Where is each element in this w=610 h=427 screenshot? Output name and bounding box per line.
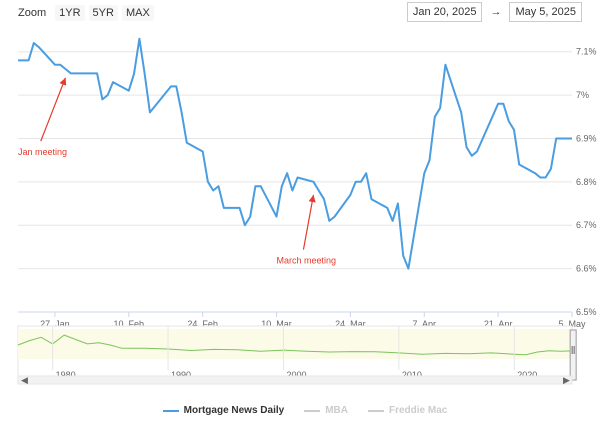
legend-swatch bbox=[304, 409, 321, 412]
zoom-bar: Zoom 1YR 5YR MAX bbox=[18, 4, 158, 22]
annotation-arrow bbox=[40, 77, 67, 142]
annotation-arrow bbox=[302, 194, 316, 250]
navigator-tick-label: 1990 bbox=[171, 370, 191, 380]
series-layer bbox=[18, 37, 572, 270]
navigator-tick-label: 1980 bbox=[56, 370, 76, 380]
x-tick-label: 5. May bbox=[558, 319, 586, 329]
zoom-label: Zoom bbox=[18, 7, 47, 19]
navigator-tick-label: 2020 bbox=[517, 370, 537, 380]
legend-label: MBA bbox=[325, 405, 348, 416]
x-tick-label: 10. Feb bbox=[114, 319, 145, 329]
x-tick-label: 24. Feb bbox=[187, 319, 218, 329]
annotation-label: Jan meeting bbox=[18, 147, 67, 157]
annotations: Jan meeting March meeting bbox=[18, 77, 337, 266]
zoom-max-button[interactable]: MAX bbox=[121, 5, 154, 21]
date-range-arrow: → bbox=[490, 6, 502, 18]
scrollbar-right-arrow: ▶ bbox=[563, 375, 570, 385]
y-tick-label: 6.6% bbox=[576, 264, 597, 274]
zoom-1yr-button[interactable]: 1YR bbox=[55, 5, 85, 21]
x-tick-label: 27. Jan bbox=[40, 319, 70, 329]
zoom-5yr-button[interactable]: 5YR bbox=[88, 5, 118, 21]
legend-item-freddie-mac[interactable]: Freddie Mac bbox=[368, 405, 447, 416]
y-tick-label: 6.5% bbox=[576, 307, 597, 317]
legend-label: Freddie Mac bbox=[389, 405, 448, 416]
to-date-input[interactable]: May 5, 2025 bbox=[509, 2, 582, 22]
y-tick-label: 7.1% bbox=[576, 47, 597, 57]
x-axis: 27. Jan 10. Feb 24. Feb 10. Mar 24. Mar 7. Ap… bbox=[18, 311, 586, 329]
legend-item-mortgage-news-daily[interactable]: Mortgage News Daily bbox=[162, 405, 285, 416]
navigator-tick-label: 2010 bbox=[402, 370, 422, 380]
y-tick-label: 6.9% bbox=[576, 133, 597, 143]
x-tick-label: 21. Apr bbox=[484, 319, 513, 329]
legend-label: Mortgage News Daily bbox=[183, 405, 285, 416]
date-range: Jan 20, 2025 → May 5, 2025 bbox=[406, 2, 582, 22]
scrollbar-left-arrow: ◀ bbox=[21, 375, 28, 385]
legend-item-mba[interactable]: MBA bbox=[304, 405, 348, 416]
x-tick-label: 24. Mar bbox=[335, 319, 366, 329]
legend-swatch bbox=[368, 409, 384, 412]
navigator-tick-label: 2000 bbox=[286, 370, 306, 380]
x-tick-label: 10. Mar bbox=[261, 319, 292, 329]
navigator-series bbox=[17, 334, 573, 356]
annotation-label: March meeting bbox=[277, 256, 337, 266]
navigator-band bbox=[18, 329, 572, 359]
navigator-handle bbox=[569, 329, 577, 381]
y-axis-labels: 7.1% 7% 6.9% 6.8% 6.7% 6.6% 6.5% bbox=[576, 47, 597, 317]
y-tick-label: 6.7% bbox=[576, 220, 597, 230]
navigator[interactable]: 1980 1990 2000 2010 2020 ◀ ▶ bbox=[17, 325, 577, 385]
navigator-scrollbar bbox=[17, 375, 573, 385]
legend: Mortgage News Daily MBA Freddie Mac bbox=[0, 405, 610, 416]
legend-swatch bbox=[162, 409, 179, 412]
y-tick-label: 7% bbox=[576, 90, 589, 100]
series-line-mortgage-news-daily bbox=[18, 37, 572, 270]
x-tick-label: 7. Apr bbox=[413, 319, 437, 329]
y-tick-label: 6.8% bbox=[576, 177, 597, 187]
from-date-input[interactable]: Jan 20, 2025 bbox=[406, 2, 483, 22]
